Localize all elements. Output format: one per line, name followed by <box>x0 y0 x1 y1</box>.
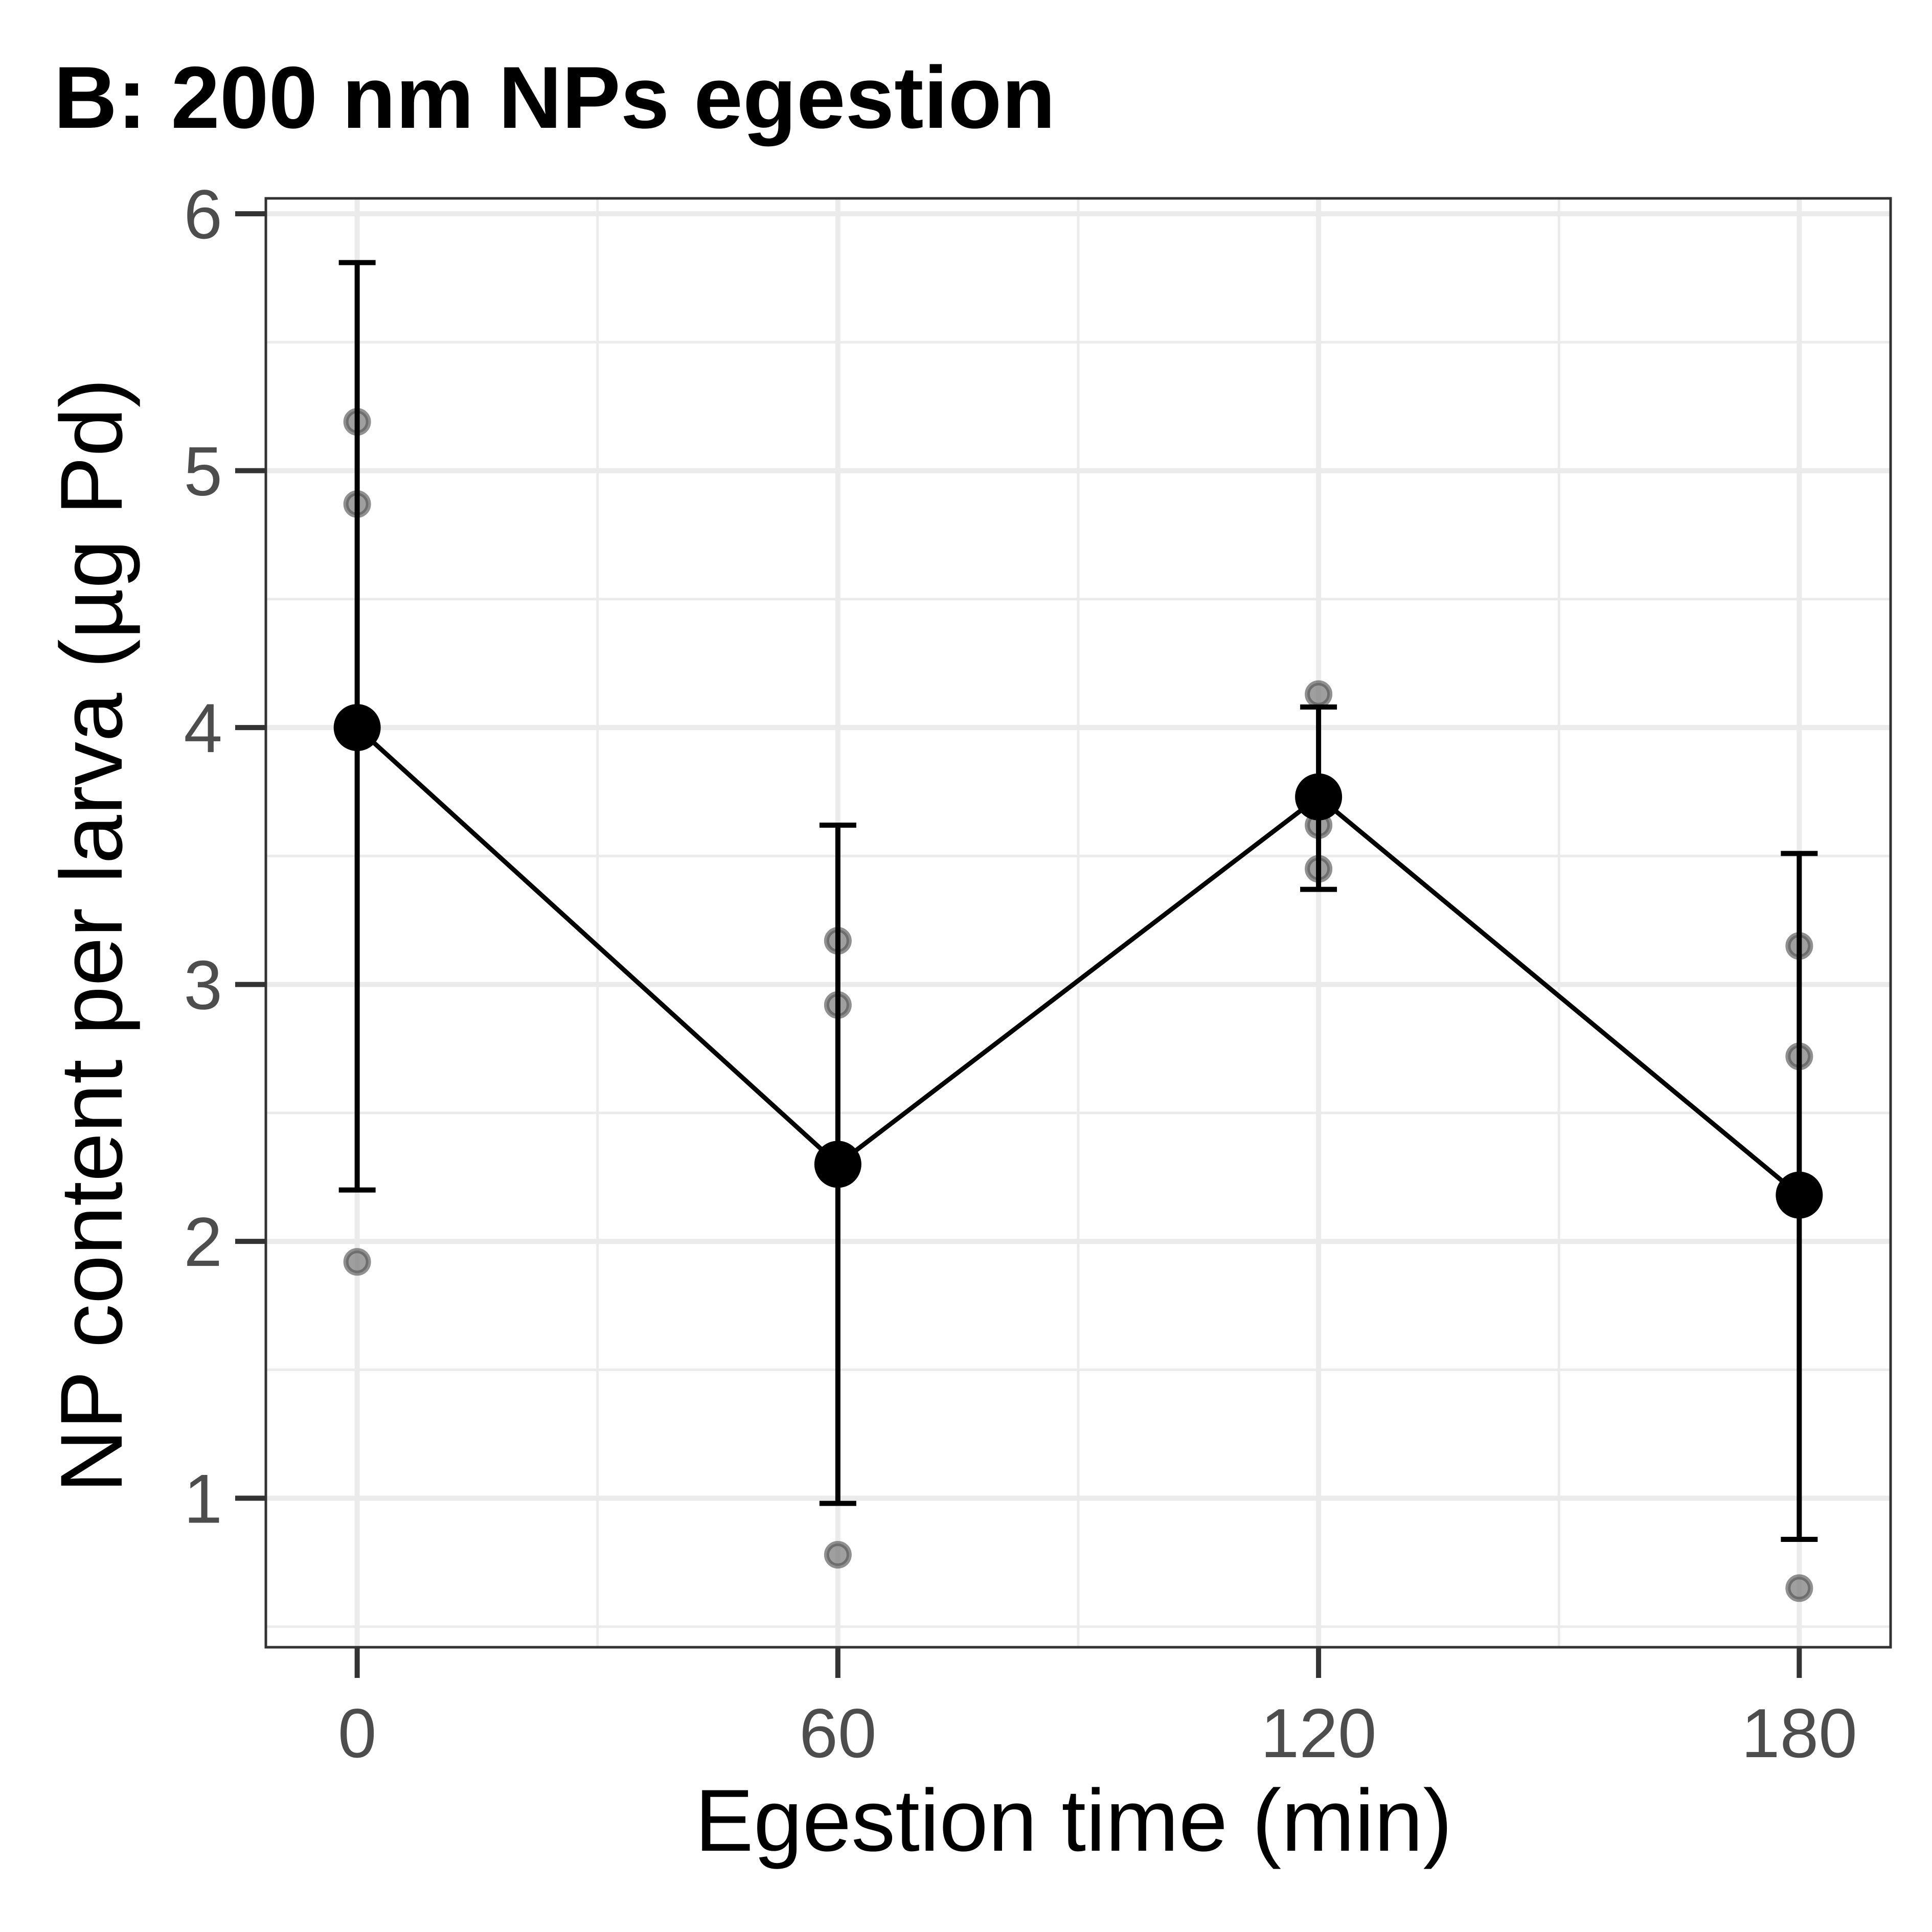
y-tick-label: 2 <box>184 1203 222 1281</box>
y-tick-label: 3 <box>184 946 222 1024</box>
x-axis-title: Egestion time (min) <box>695 1771 1452 1870</box>
replicate-point <box>1305 680 1333 708</box>
replicate-point <box>1785 1574 1813 1602</box>
replicate-point <box>343 1248 371 1276</box>
y-tick-label: 6 <box>184 175 222 253</box>
x-tick-label: 60 <box>799 1694 876 1772</box>
panel-border <box>264 197 1892 1649</box>
x-tick-label: 120 <box>1261 1694 1377 1772</box>
y-axis: 1 2 3 4 5 6 <box>184 175 266 1538</box>
mean-point <box>333 704 381 752</box>
y-tick-label: 4 <box>184 689 222 767</box>
mean-point <box>814 1141 861 1188</box>
y-tick-label: 5 <box>184 433 222 510</box>
mean-points <box>333 704 1823 1219</box>
x-tick-label: 0 <box>338 1694 377 1772</box>
y-tick-label: 1 <box>184 1460 222 1538</box>
x-axis: 0 60 120 180 <box>338 1647 1857 1772</box>
chart-title: B: 200 nm NPs egestion <box>54 49 1055 147</box>
x-tick-label: 180 <box>1741 1694 1857 1772</box>
y-axis-title: NP content per larva (µg Pd) <box>42 378 141 1493</box>
mean-point <box>1295 773 1343 821</box>
grid-minor <box>266 198 1891 1647</box>
replicate-point <box>824 1541 852 1569</box>
mean-series-line <box>355 725 1801 1197</box>
mean-point <box>1776 1171 1823 1219</box>
